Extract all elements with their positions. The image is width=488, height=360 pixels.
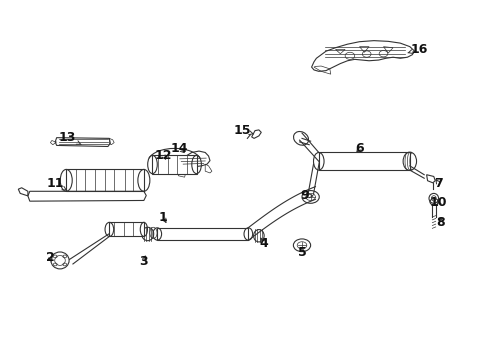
Polygon shape bbox=[318, 153, 409, 170]
Text: 2: 2 bbox=[46, 251, 55, 264]
Polygon shape bbox=[157, 228, 248, 240]
Text: 3: 3 bbox=[139, 255, 148, 267]
Text: 1: 1 bbox=[158, 211, 167, 224]
Polygon shape bbox=[109, 222, 143, 237]
Text: 11: 11 bbox=[46, 177, 67, 190]
Text: 5: 5 bbox=[297, 246, 306, 259]
Text: 4: 4 bbox=[259, 237, 267, 250]
Polygon shape bbox=[152, 155, 196, 174]
Polygon shape bbox=[66, 170, 143, 191]
Text: 15: 15 bbox=[233, 124, 253, 137]
Text: 10: 10 bbox=[429, 197, 447, 210]
Text: 7: 7 bbox=[433, 177, 442, 190]
Text: 12: 12 bbox=[154, 149, 171, 162]
Text: 9: 9 bbox=[300, 189, 312, 202]
Text: 6: 6 bbox=[354, 142, 363, 155]
Text: 13: 13 bbox=[59, 131, 81, 144]
Text: 14: 14 bbox=[171, 142, 188, 155]
Text: 8: 8 bbox=[436, 216, 445, 229]
Text: 16: 16 bbox=[407, 43, 427, 56]
